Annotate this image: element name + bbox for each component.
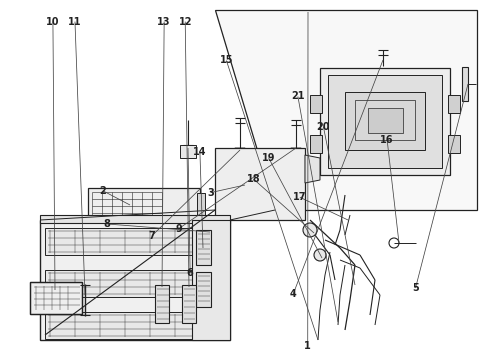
Bar xyxy=(355,100,415,140)
Text: 3: 3 xyxy=(207,188,214,198)
Polygon shape xyxy=(289,148,303,162)
Bar xyxy=(192,220,230,340)
Polygon shape xyxy=(88,188,200,222)
Bar xyxy=(196,272,211,307)
Circle shape xyxy=(266,179,294,207)
Text: 12: 12 xyxy=(178,17,192,27)
Text: 20: 20 xyxy=(317,122,330,132)
Circle shape xyxy=(224,157,256,189)
Bar xyxy=(45,270,230,297)
Bar xyxy=(448,95,460,113)
Text: 14: 14 xyxy=(193,147,207,157)
Text: 13: 13 xyxy=(157,17,171,27)
Polygon shape xyxy=(305,155,320,183)
Text: 2: 2 xyxy=(99,186,106,196)
Text: 15: 15 xyxy=(220,55,233,66)
Polygon shape xyxy=(180,145,196,158)
Polygon shape xyxy=(40,220,230,340)
Polygon shape xyxy=(328,75,442,168)
Text: 19: 19 xyxy=(262,153,275,163)
Text: 11: 11 xyxy=(68,17,82,27)
Circle shape xyxy=(314,249,326,261)
Text: 9: 9 xyxy=(175,224,182,234)
Text: 17: 17 xyxy=(293,192,307,202)
Bar xyxy=(448,135,460,153)
Circle shape xyxy=(303,223,317,237)
Polygon shape xyxy=(215,148,305,220)
Bar xyxy=(40,215,230,223)
Bar xyxy=(368,108,403,133)
Bar xyxy=(197,193,205,217)
Bar xyxy=(45,312,230,339)
Circle shape xyxy=(202,224,214,236)
Bar xyxy=(310,135,322,153)
Bar xyxy=(196,230,211,265)
Polygon shape xyxy=(215,10,477,210)
Bar xyxy=(182,285,196,323)
Text: 21: 21 xyxy=(291,91,305,102)
Text: 16: 16 xyxy=(380,135,394,145)
Text: 10: 10 xyxy=(46,17,60,27)
Text: 1: 1 xyxy=(304,341,311,351)
Text: 6: 6 xyxy=(187,268,194,278)
Text: 4: 4 xyxy=(290,289,296,300)
Text: 18: 18 xyxy=(247,174,261,184)
Circle shape xyxy=(183,147,193,157)
Bar xyxy=(345,92,425,150)
Bar xyxy=(310,95,322,113)
Text: 5: 5 xyxy=(412,283,419,293)
Bar xyxy=(155,285,169,323)
Bar xyxy=(462,67,468,101)
Polygon shape xyxy=(233,148,247,160)
Bar xyxy=(30,282,82,314)
Text: 7: 7 xyxy=(148,231,155,241)
Bar xyxy=(45,228,230,255)
Bar xyxy=(30,282,82,314)
Text: 8: 8 xyxy=(103,219,110,229)
Polygon shape xyxy=(320,68,450,175)
